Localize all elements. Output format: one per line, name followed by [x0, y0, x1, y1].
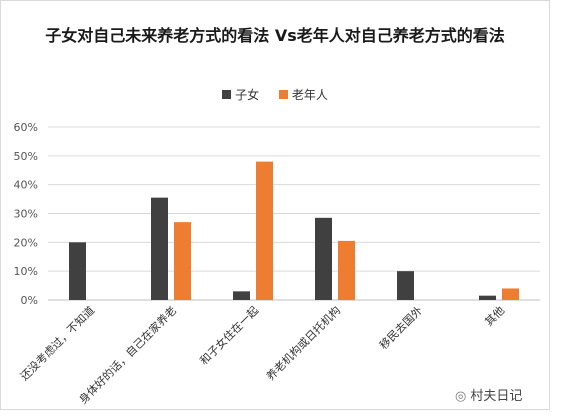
y-tick-label: 20% — [14, 236, 38, 249]
x-tick-label: 和子女住在一起 — [197, 303, 261, 367]
x-tick-label: 还没考虑过，不知道 — [17, 303, 97, 383]
watermark: ◎ 村夫日记 — [455, 385, 522, 404]
legend-label-children: 子女 — [235, 88, 260, 102]
bar-elderly — [502, 288, 519, 300]
bar-children — [151, 197, 168, 300]
bar-children — [233, 291, 250, 300]
chart-legend: 子女 老年人 — [0, 86, 550, 103]
legend-swatch-elderly — [278, 90, 288, 99]
x-tick-label: 养老机构或日托机构 — [263, 303, 343, 383]
x-tick-label: 移民去国外 — [377, 304, 425, 352]
legend-item-children: 子女 — [222, 86, 259, 103]
chart-frame — [0, 0, 550, 410]
x-tick-label: 其他 — [482, 304, 507, 329]
wechat-icon: ◎ — [455, 389, 467, 404]
y-tick-label: 50% — [14, 150, 38, 163]
bar-elderly — [256, 161, 273, 300]
y-tick-label: 10% — [14, 265, 38, 278]
watermark-text: 村夫日记 — [470, 389, 523, 404]
chart-title: 子女对自己未来养老方式的看法 Vs老年人对自己养老方式的看法 — [45, 26, 505, 45]
y-tick-label: 40% — [14, 179, 38, 192]
bar-children — [315, 217, 332, 300]
y-tick-label: 30% — [14, 208, 38, 221]
bar-children — [69, 242, 86, 300]
bar-elderly — [338, 240, 355, 300]
legend-label-elderly: 老年人 — [291, 88, 328, 102]
bar-children — [397, 271, 414, 300]
bar-children — [479, 295, 496, 300]
y-tick-label: 0% — [21, 294, 38, 307]
legend-item-elderly: 老年人 — [278, 86, 328, 103]
legend-swatch-children — [222, 90, 232, 99]
bar-elderly — [174, 222, 191, 300]
y-tick-label: 60% — [14, 121, 38, 134]
